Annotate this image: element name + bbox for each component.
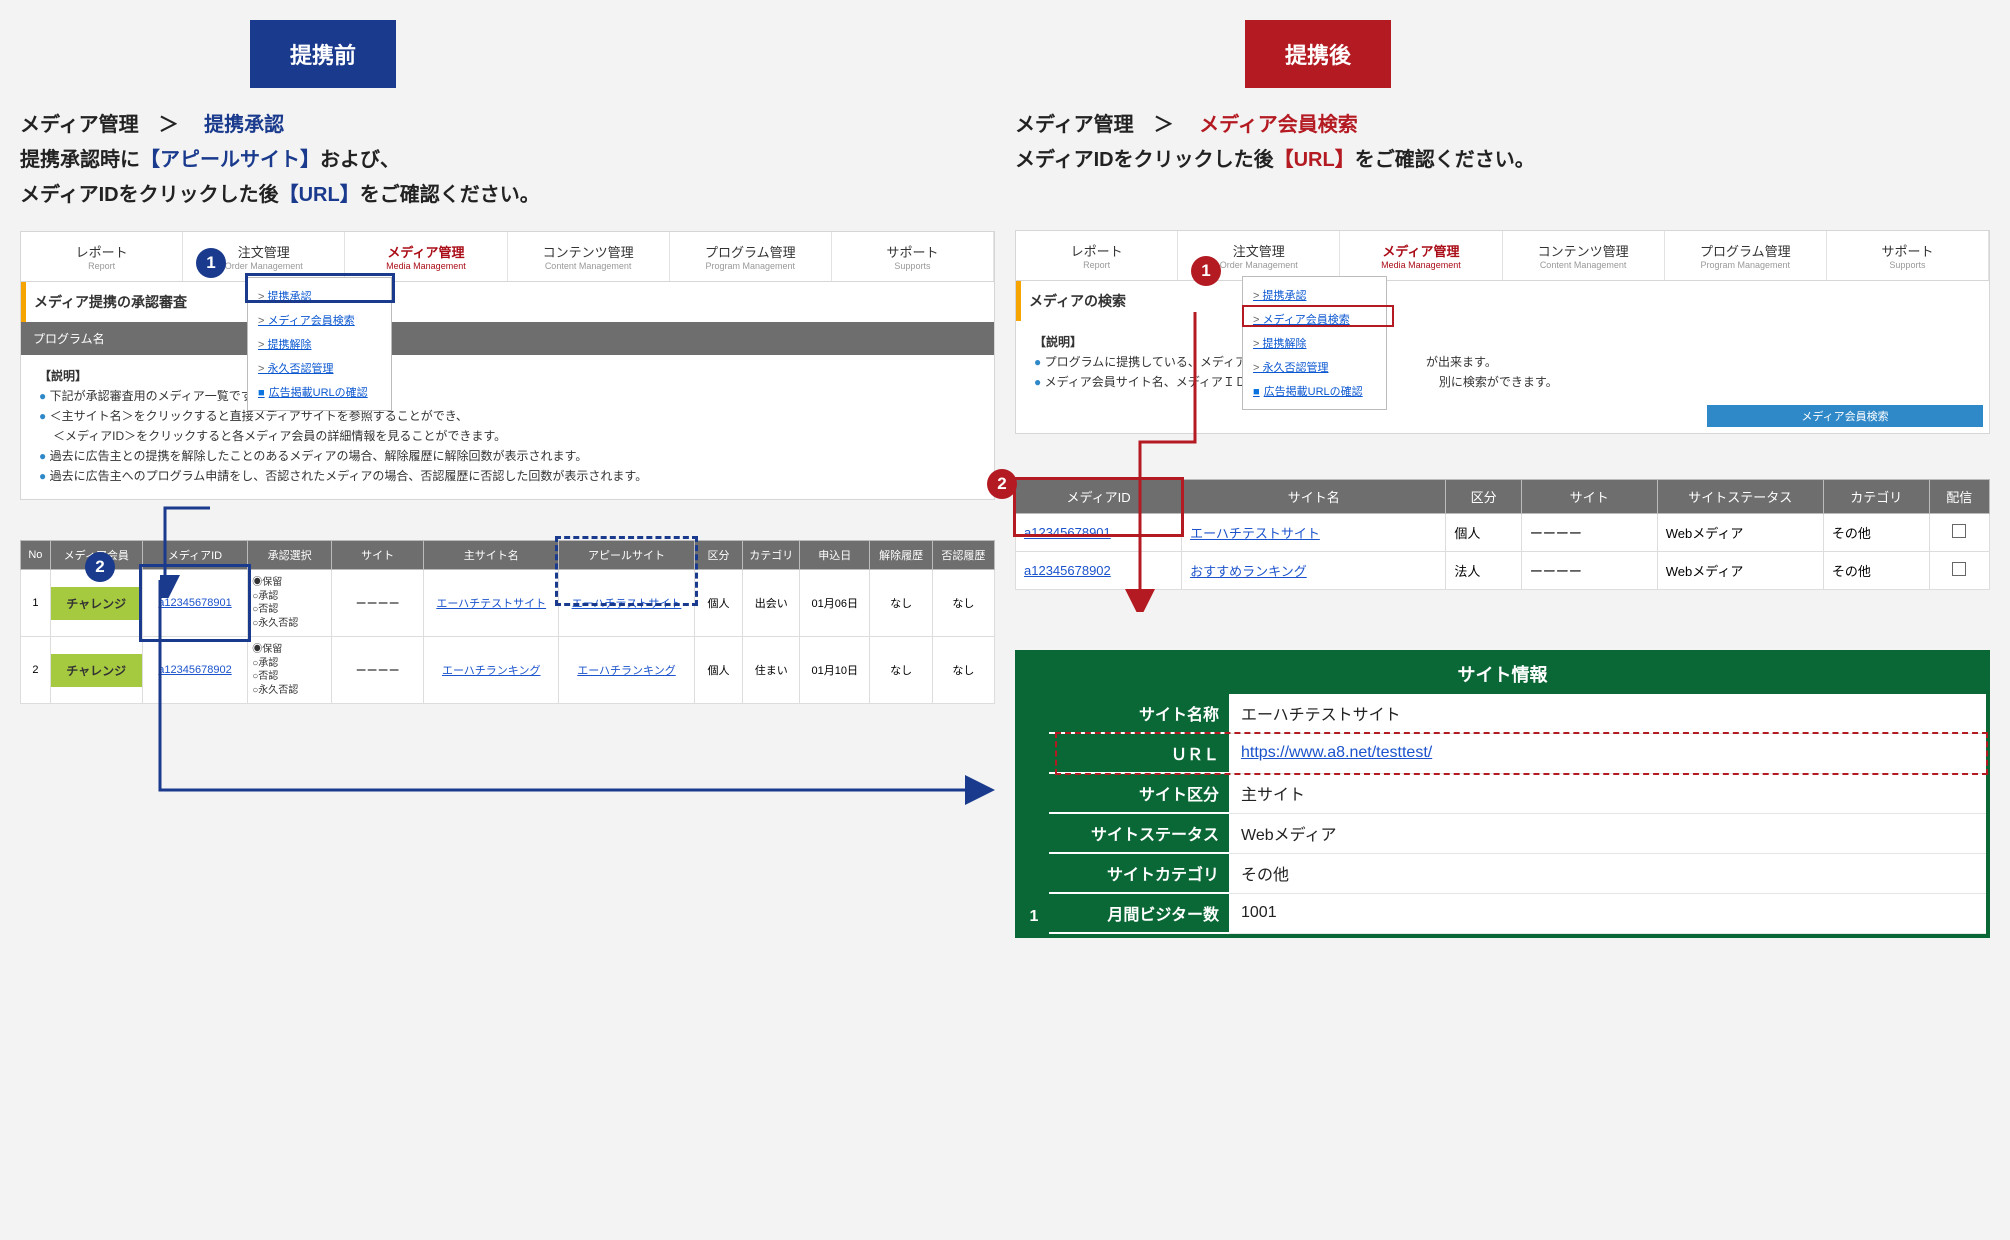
approval-radio[interactable]: ◉保留 ○承認 ○否認 ○永久否認 <box>248 637 332 704</box>
search-button[interactable]: メディア会員検索 <box>1707 405 1983 427</box>
dd-approve[interactable]: 提携承認 <box>1253 283 1386 307</box>
site-name-link[interactable]: エーハチテストサイト <box>1190 526 1320 541</box>
mainsite-link[interactable]: エーハチテストサイト <box>436 598 546 610</box>
hl-appeal-blue <box>555 536 697 606</box>
dd-reject[interactable]: 永久否認管理 <box>258 356 391 380</box>
marker-2-right: 2 <box>987 469 1017 499</box>
hl-mediaid-blue <box>139 564 252 642</box>
nav-report[interactable]: レポートReport <box>21 232 183 281</box>
nav-content[interactable]: コンテンツ管理Content Management <box>508 232 670 281</box>
dd-reject[interactable]: 永久否認管理 <box>1253 355 1386 379</box>
member-id-link[interactable]: a12345678902 <box>1024 563 1111 578</box>
nav-support[interactable]: サポートSupports <box>832 232 994 281</box>
table-row: 1 チャレンジ a12345678901 ◉保留 ○承認 ○否認 ○永久否認 <box>21 570 995 637</box>
nav-media[interactable]: メディア管理Media Management <box>1340 231 1502 280</box>
challenge-chip: チャレンジ <box>51 587 142 620</box>
marker-1-left: 1 <box>196 248 226 278</box>
left-column: 提携前 メディア管理 ＞ 提携承認 提携承認時に【アピールサイト】および、 メデ… <box>20 20 995 938</box>
right-heading: メディア管理 ＞ メディア会員検索 メディアIDをクリックした後【URL】をご確… <box>1015 108 1990 212</box>
media-id-link[interactable]: a12345678902 <box>158 664 231 676</box>
left-panel: レポートReport 注文管理Order Management メディア管理Me… <box>20 231 995 500</box>
approval-table: Noメディア会員 メディアID承認選択 サイト主サイト名 アピールサイト区分 カ… <box>20 540 995 704</box>
member-table: メディアID サイト名 区分 サイト サイトステータス カテゴリ 配信 a123… <box>1015 479 1990 590</box>
nav-program[interactable]: プログラム管理Program Management <box>1665 231 1827 280</box>
site-info-title: サイト情報 <box>1019 654 1986 694</box>
left-badge: 提携前 <box>250 20 396 88</box>
nav-report[interactable]: レポートReport <box>1016 231 1178 280</box>
right-section-title: メディアの検索 <box>1016 281 1989 321</box>
program-name-row: プログラム名 0501） <box>21 322 994 355</box>
right-column: 提携後 メディア管理 ＞ メディア会員検索 メディアIDをクリックした後【URL… <box>1015 20 1990 938</box>
nav-support[interactable]: サポートSupports <box>1827 231 1989 280</box>
approval-radio[interactable]: ◉保留 ○承認 ○否認 ○永久否認 <box>248 570 332 637</box>
table-row: a12345678902 おすすめランキング 法人 ーーーー Webメディア そ… <box>1016 552 1990 590</box>
dd-search[interactable]: メディア会員検索 <box>258 308 391 332</box>
hl-memid-red <box>1013 477 1184 537</box>
table-row: 2 チャレンジ a12345678902 ◉保留 ○承認 ○否認 ○永久否認 ー… <box>21 637 995 704</box>
checkbox[interactable] <box>1952 524 1966 538</box>
hl-dd-red <box>1242 305 1394 327</box>
left-section-title: メディア提携の承認審査 <box>21 282 994 322</box>
marker-2-left: 2 <box>85 552 115 582</box>
left-heading: メディア管理 ＞ 提携承認 提携承認時に【アピールサイト】および、 メディアID… <box>20 108 995 213</box>
nav-program[interactable]: プログラム管理Program Management <box>670 232 832 281</box>
site-name-link[interactable]: おすすめランキング <box>1190 564 1307 579</box>
right-badge: 提携後 <box>1245 20 1391 88</box>
site-info-num: 1 <box>1019 694 1049 934</box>
nav-content[interactable]: コンテンツ管理Content Management <box>1503 231 1665 280</box>
right-dropdown: 提携承認 メディア会員検索 提携解除 永久否認管理 ■広告掲載URLの確認 <box>1242 276 1387 410</box>
right-panel: レポートReport 注文管理Order Management メディア管理Me… <box>1015 230 1990 434</box>
marker-1-right: 1 <box>1191 256 1221 286</box>
dd-adurl[interactable]: ■広告掲載URLの確認 <box>1253 379 1386 403</box>
dd-release[interactable]: 提携解除 <box>258 332 391 356</box>
hl-url-red <box>1055 732 1988 775</box>
checkbox[interactable] <box>1952 562 1966 576</box>
site-info-card: サイト情報 1 サイト名称エーハチテストサイト ＵＲＬ https://www.… <box>1015 650 1990 938</box>
dd-release[interactable]: 提携解除 <box>1253 331 1386 355</box>
left-dropdown: 提携承認 メディア会員検索 提携解除 永久否認管理 ■広告掲載URLの確認 <box>247 277 392 411</box>
dd-adurl[interactable]: ■広告掲載URLの確認 <box>258 380 391 404</box>
hl-dd-blue <box>245 273 395 303</box>
